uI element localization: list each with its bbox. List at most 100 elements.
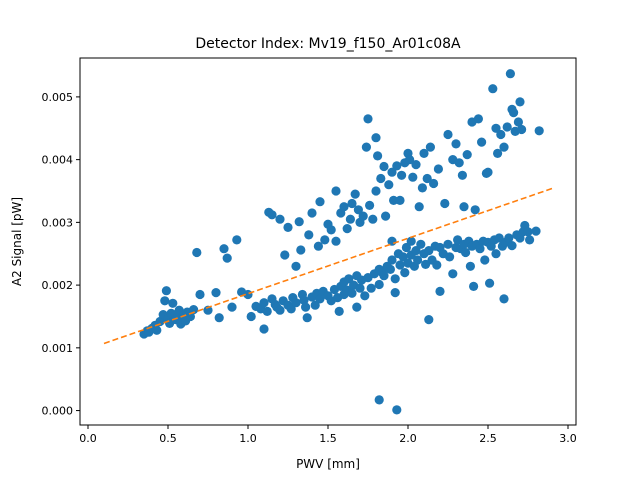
data-point-92 xyxy=(350,189,360,199)
data-point-226 xyxy=(374,395,384,405)
data-point-225 xyxy=(534,126,544,136)
data-point-197 xyxy=(488,84,498,94)
data-point-90 xyxy=(347,198,357,209)
data-point-125 xyxy=(390,274,400,284)
data-point-206 xyxy=(499,142,509,152)
data-point-58 xyxy=(299,295,309,305)
data-point-26 xyxy=(211,288,221,298)
data-point-109 xyxy=(371,186,381,196)
data-point-140 xyxy=(406,236,416,246)
data-point-200 xyxy=(491,249,501,259)
data-point-70 xyxy=(320,235,330,245)
data-point-202 xyxy=(494,233,504,243)
data-point-189 xyxy=(477,137,487,147)
data-point-45 xyxy=(275,214,285,224)
data-point-42 xyxy=(267,210,277,220)
data-point-184 xyxy=(469,281,479,291)
data-point-138 xyxy=(405,155,415,165)
data-point-37 xyxy=(259,298,269,308)
data-point-126 xyxy=(390,288,400,298)
data-point-212 xyxy=(507,241,517,251)
data-point-131 xyxy=(397,170,407,180)
data-point-68 xyxy=(315,197,325,207)
data-point-8 xyxy=(160,296,170,306)
data-point-61 xyxy=(304,230,314,240)
data-point-146 xyxy=(414,202,424,212)
y-tick-label: 0.000 xyxy=(42,405,74,418)
x-axis-label: PWV [mm] xyxy=(296,457,360,471)
data-point-210 xyxy=(505,69,515,79)
data-point-224 xyxy=(531,226,541,236)
data-point-84 xyxy=(339,202,349,212)
data-point-116 xyxy=(379,271,389,281)
data-point-173 xyxy=(454,158,464,168)
data-point-31 xyxy=(232,235,242,245)
data-point-86 xyxy=(342,224,352,234)
x-tick-label: 1.0 xyxy=(239,432,257,445)
data-point-175 xyxy=(457,170,467,180)
scatter-points xyxy=(139,69,544,415)
data-point-105 xyxy=(366,283,376,293)
data-point-209 xyxy=(504,233,514,243)
data-point-216 xyxy=(513,117,524,127)
data-point-187 xyxy=(473,114,483,124)
data-point-55 xyxy=(294,217,304,227)
x-tick-label: 2.5 xyxy=(479,432,497,445)
data-point-144 xyxy=(411,246,421,256)
data-point-171 xyxy=(451,139,461,149)
data-point-151 xyxy=(421,259,431,269)
data-point-162 xyxy=(435,286,445,296)
data-point-219 xyxy=(517,124,527,135)
data-point-51 xyxy=(286,304,296,314)
x-tick-label: 0.0 xyxy=(79,432,97,445)
x-tick-label: 3.0 xyxy=(559,432,577,445)
fit-line-group xyxy=(103,187,553,345)
data-point-24 xyxy=(195,289,205,300)
y-axis-label: A2 Signal [pW] xyxy=(10,197,24,286)
data-point-21 xyxy=(185,311,195,322)
data-point-117 xyxy=(381,211,391,221)
data-point-199 xyxy=(491,123,501,133)
data-point-130 xyxy=(395,260,405,270)
data-point-88 xyxy=(345,214,355,224)
data-point-27 xyxy=(214,313,224,323)
data-point-96 xyxy=(355,283,365,293)
data-point-154 xyxy=(424,246,434,256)
data-point-208 xyxy=(502,122,512,132)
data-point-152 xyxy=(422,173,432,184)
data-point-166 xyxy=(443,239,453,249)
data-point-103 xyxy=(363,114,373,124)
data-point-34 xyxy=(246,311,256,322)
data-point-89 xyxy=(347,288,357,298)
y-tick-label: 0.001 xyxy=(42,342,74,355)
x-tick-label: 1.5 xyxy=(319,432,337,445)
data-point-106 xyxy=(368,214,378,224)
data-point-77 xyxy=(331,236,341,246)
x-tick-label: 0.5 xyxy=(159,432,177,445)
data-point-121 xyxy=(387,167,397,177)
data-point-155 xyxy=(425,142,435,152)
data-point-99 xyxy=(358,211,368,221)
data-point-160 xyxy=(433,164,443,174)
data-point-181 xyxy=(465,261,475,271)
data-point-101 xyxy=(361,142,371,152)
data-point-218 xyxy=(515,97,525,107)
data-point-213 xyxy=(508,108,519,118)
data-point-177 xyxy=(459,202,469,212)
data-point-194 xyxy=(483,167,493,177)
x-tick-label: 2.0 xyxy=(399,432,417,445)
data-point-22 xyxy=(189,305,199,315)
data-point-222 xyxy=(523,227,533,237)
data-point-76 xyxy=(331,186,341,196)
data-point-120 xyxy=(385,264,395,274)
data-point-29 xyxy=(222,253,232,263)
data-point-201 xyxy=(493,148,503,158)
data-point-165 xyxy=(443,129,453,140)
data-point-5 xyxy=(152,325,162,335)
data-point-100 xyxy=(360,291,370,301)
y-tick-label: 0.002 xyxy=(42,279,74,292)
data-point-135 xyxy=(401,242,411,253)
x-axis-ticks: 0.0 0.5 1.0 1.5 2.0 2.5 3.0 xyxy=(79,425,577,445)
data-point-50 xyxy=(283,222,293,232)
